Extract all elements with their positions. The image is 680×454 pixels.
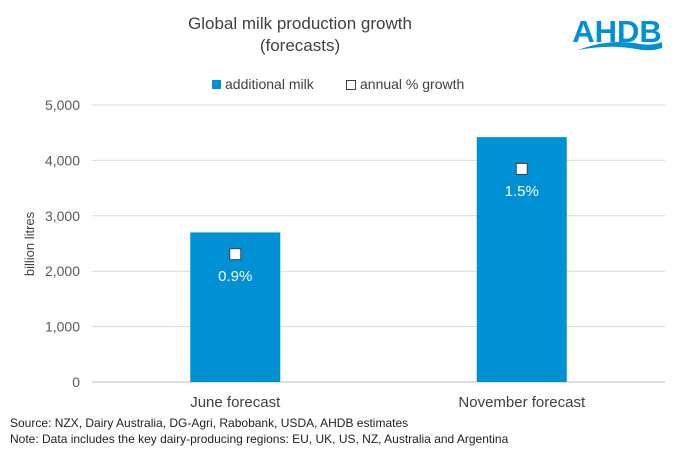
legend-swatch-bar bbox=[212, 80, 221, 89]
y-tick-label: 5,000 bbox=[45, 97, 80, 113]
y-tick-label: 3,000 bbox=[45, 208, 80, 224]
y-tick-label: 1,000 bbox=[45, 319, 80, 335]
legend-label-marker: annual % growth bbox=[360, 76, 464, 92]
growth-marker bbox=[229, 248, 242, 261]
logo-wave-icon bbox=[578, 42, 662, 51]
legend-swatch-marker bbox=[346, 80, 356, 90]
bar bbox=[476, 137, 567, 382]
data-note: Note: Data includes the key dairy-produc… bbox=[10, 432, 509, 446]
growth-marker bbox=[515, 162, 528, 175]
y-tick-label: 0 bbox=[72, 374, 80, 390]
y-tick-label: 4,000 bbox=[45, 152, 80, 168]
ahdb-logo: AHDB bbox=[572, 14, 662, 51]
chart-subtitle: (forecasts) bbox=[260, 36, 340, 55]
data-label: 1.5% bbox=[505, 183, 539, 200]
y-axis-label: billion litres bbox=[22, 211, 37, 276]
chart-title: Global milk production growth bbox=[188, 14, 412, 33]
x-tick-label: November forecast bbox=[458, 394, 586, 411]
x-tick-label: June forecast bbox=[190, 394, 281, 411]
legend: additional milk annual % growth bbox=[212, 76, 464, 92]
legend-label-bar: additional milk bbox=[225, 76, 315, 92]
y-tick-label: 2,000 bbox=[45, 263, 80, 279]
data-label: 0.9% bbox=[218, 268, 252, 285]
source-note: Source: NZX, Dairy Australia, DG-Agri, R… bbox=[10, 416, 409, 430]
